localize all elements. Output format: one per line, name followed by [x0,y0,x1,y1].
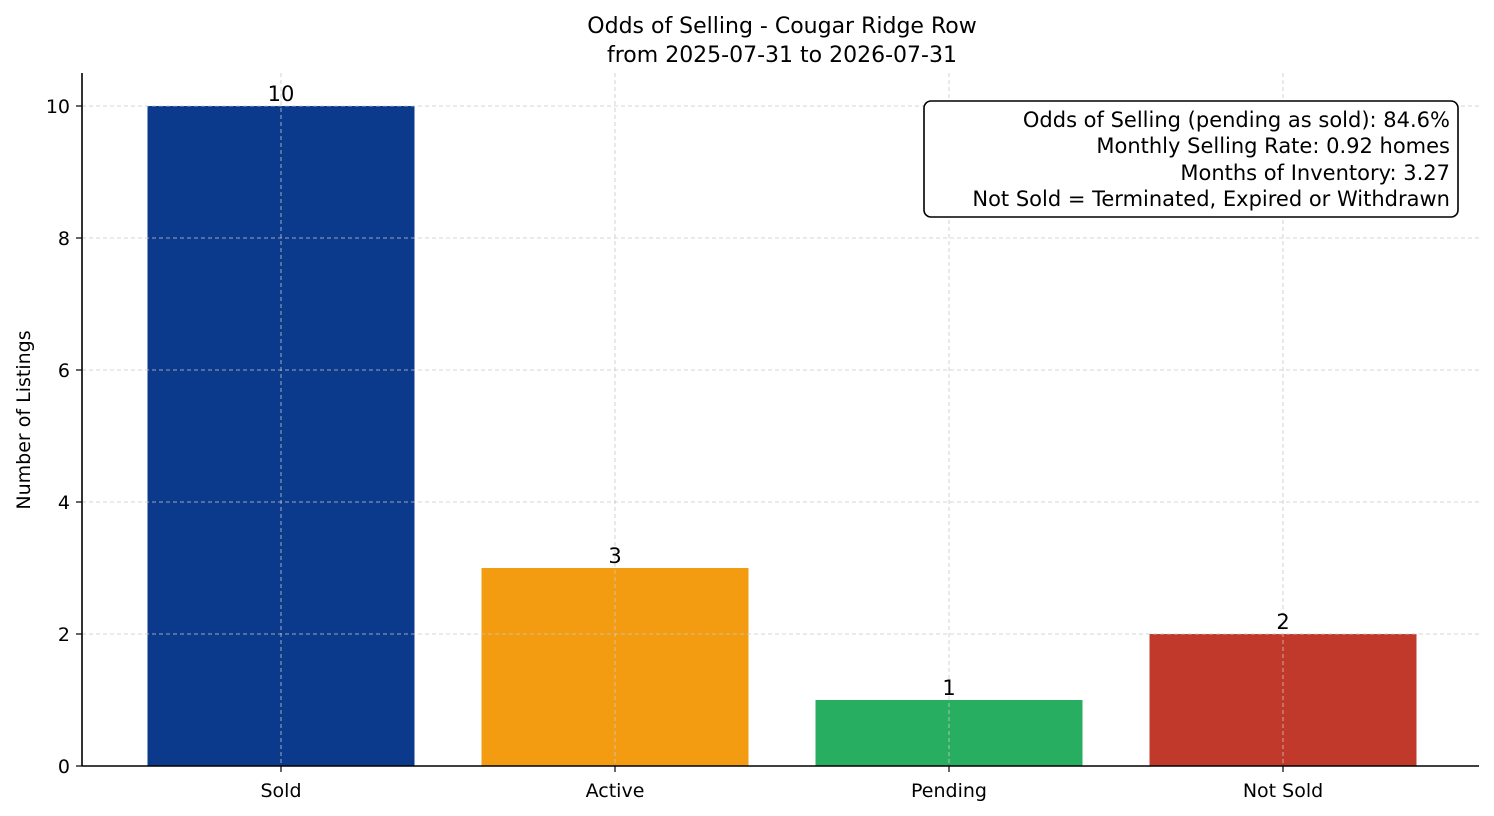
y-tick-label: 10 [46,96,70,118]
x-tick-label: Active [586,780,645,802]
bar-value-label: 3 [608,544,621,568]
x-tick-label: Pending [911,780,987,802]
bar-active [481,568,749,766]
y-axis-label: Number of Listings [13,330,35,509]
labels: 0 2 4 6 8 10 Sold Active Pending Not Sold 10 3 1 2 [46,82,1323,802]
info-line-selling-rate: Monthly Selling Rate: 0.92 homes [1096,134,1450,158]
y-tick-label: 0 [58,756,70,778]
x-tick-label: Not Sold [1243,780,1323,802]
bar-value-label: 10 [268,82,295,106]
x-tick-label: Sold [260,780,301,802]
bar-value-label: 2 [1276,610,1289,634]
chart-title: Odds of Selling - Cougar Ridge Row [587,14,976,39]
info-box-frame [923,100,1459,218]
y-tick-label: 8 [58,228,70,250]
y-tick-label: 4 [58,492,70,514]
info-box: Odds of Selling (pending as sold): 84.6%… [923,100,1459,218]
y-tick-label: 2 [58,624,70,646]
info-line-odds: Odds of Selling (pending as sold): 84.6% [1023,108,1450,132]
bar-sold [147,106,415,766]
bar-value-label: 1 [942,676,955,700]
info-line-not-sold-definition: Not Sold = Terminated, Expired or Withdr… [972,187,1450,211]
axes [76,73,1479,772]
info-line-months-inventory: Months of Inventory: 3.27 [1180,161,1450,185]
y-tick-label: 6 [58,360,70,382]
chart-subtitle: from 2025-07-31 to 2026-07-31 [607,43,957,68]
